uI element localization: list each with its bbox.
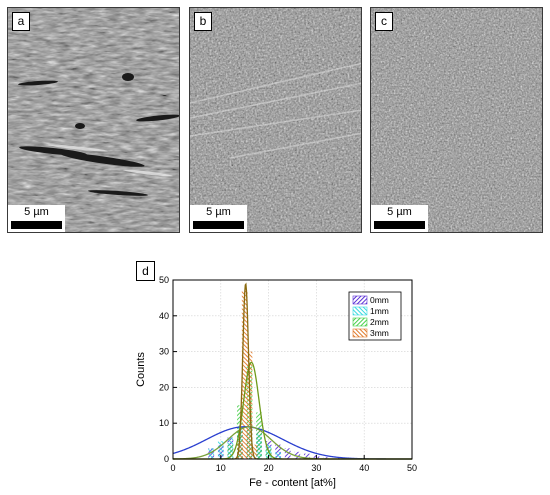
y-tick-label: 30 bbox=[159, 347, 169, 357]
micrograph-texture-b bbox=[190, 8, 361, 232]
bar-0mm bbox=[294, 451, 301, 459]
micrograph-texture-a bbox=[8, 8, 179, 232]
panel-label-d: d bbox=[136, 261, 155, 281]
micrograph-texture-c bbox=[371, 8, 542, 232]
legend-label-0mm: 0mm bbox=[370, 295, 389, 305]
bar-2mm bbox=[265, 448, 272, 459]
micrograph-b: b 5 µm bbox=[189, 7, 362, 233]
legend-swatch-2mm bbox=[352, 317, 368, 327]
scale-label-a: 5 µm bbox=[24, 206, 49, 218]
x-tick-label: 0 bbox=[170, 463, 175, 473]
plot-frame bbox=[172, 279, 413, 460]
y-tick-label: 20 bbox=[159, 382, 169, 392]
x-axis-label: Fe - content [at%] bbox=[249, 477, 336, 489]
micrograph-c: c 5 µm bbox=[370, 7, 543, 233]
y-tick-label: 50 bbox=[159, 275, 169, 285]
y-axis-label: Counts bbox=[135, 352, 147, 387]
bar-1mm bbox=[208, 448, 215, 459]
scale-bar-a bbox=[11, 221, 62, 229]
micrograph-a: a 5 µm bbox=[7, 7, 180, 233]
bar-1mm bbox=[217, 441, 224, 459]
y-tick-label: 0 bbox=[164, 454, 169, 464]
scale-bar-box-c: 5 µm bbox=[371, 205, 428, 232]
y-tick-label: 10 bbox=[159, 418, 169, 428]
bar-1mm bbox=[275, 451, 282, 459]
scale-bar-c bbox=[374, 221, 425, 229]
bar-3mm bbox=[251, 444, 258, 459]
legend-swatch-0mm bbox=[352, 295, 368, 305]
bar-3mm bbox=[237, 441, 243, 459]
x-tick-label: 20 bbox=[264, 463, 274, 473]
legend-swatch-3mm bbox=[352, 328, 368, 338]
panel-label-c: c bbox=[375, 12, 393, 31]
histogram-chart: 0 10 20 30 40 50 0 10 20 30 40 50 Fe - content [at%]… bbox=[135, 275, 417, 489]
x-tick-label: 30 bbox=[311, 463, 321, 473]
scale-label-b: 5 µm bbox=[206, 206, 231, 218]
bar-0mm bbox=[303, 453, 310, 459]
panel-label-b: b bbox=[194, 12, 212, 31]
panel-label-a: a bbox=[12, 12, 30, 31]
x-tick-label: 40 bbox=[359, 463, 369, 473]
y-tick-label: 40 bbox=[159, 311, 169, 321]
bar-2mm bbox=[227, 444, 234, 459]
bar-2mm bbox=[256, 412, 262, 459]
scale-label-c: 5 µm bbox=[387, 206, 412, 218]
legend-swatch-1mm bbox=[352, 306, 368, 316]
legend-label-1mm: 1mm bbox=[370, 306, 389, 316]
scale-bar-b bbox=[193, 221, 244, 229]
bar-3mm bbox=[241, 290, 248, 459]
scale-bar-box-a: 5 µm bbox=[8, 205, 65, 232]
x-tick-label: 10 bbox=[216, 463, 226, 473]
x-tick-label: 50 bbox=[407, 463, 417, 473]
bar-0mm bbox=[323, 457, 329, 459]
legend-label-3mm: 3mm bbox=[370, 328, 389, 338]
scale-bar-box-b: 5 µm bbox=[190, 205, 247, 232]
bar-0mm bbox=[284, 448, 291, 459]
legend-label-2mm: 2mm bbox=[370, 317, 389, 327]
